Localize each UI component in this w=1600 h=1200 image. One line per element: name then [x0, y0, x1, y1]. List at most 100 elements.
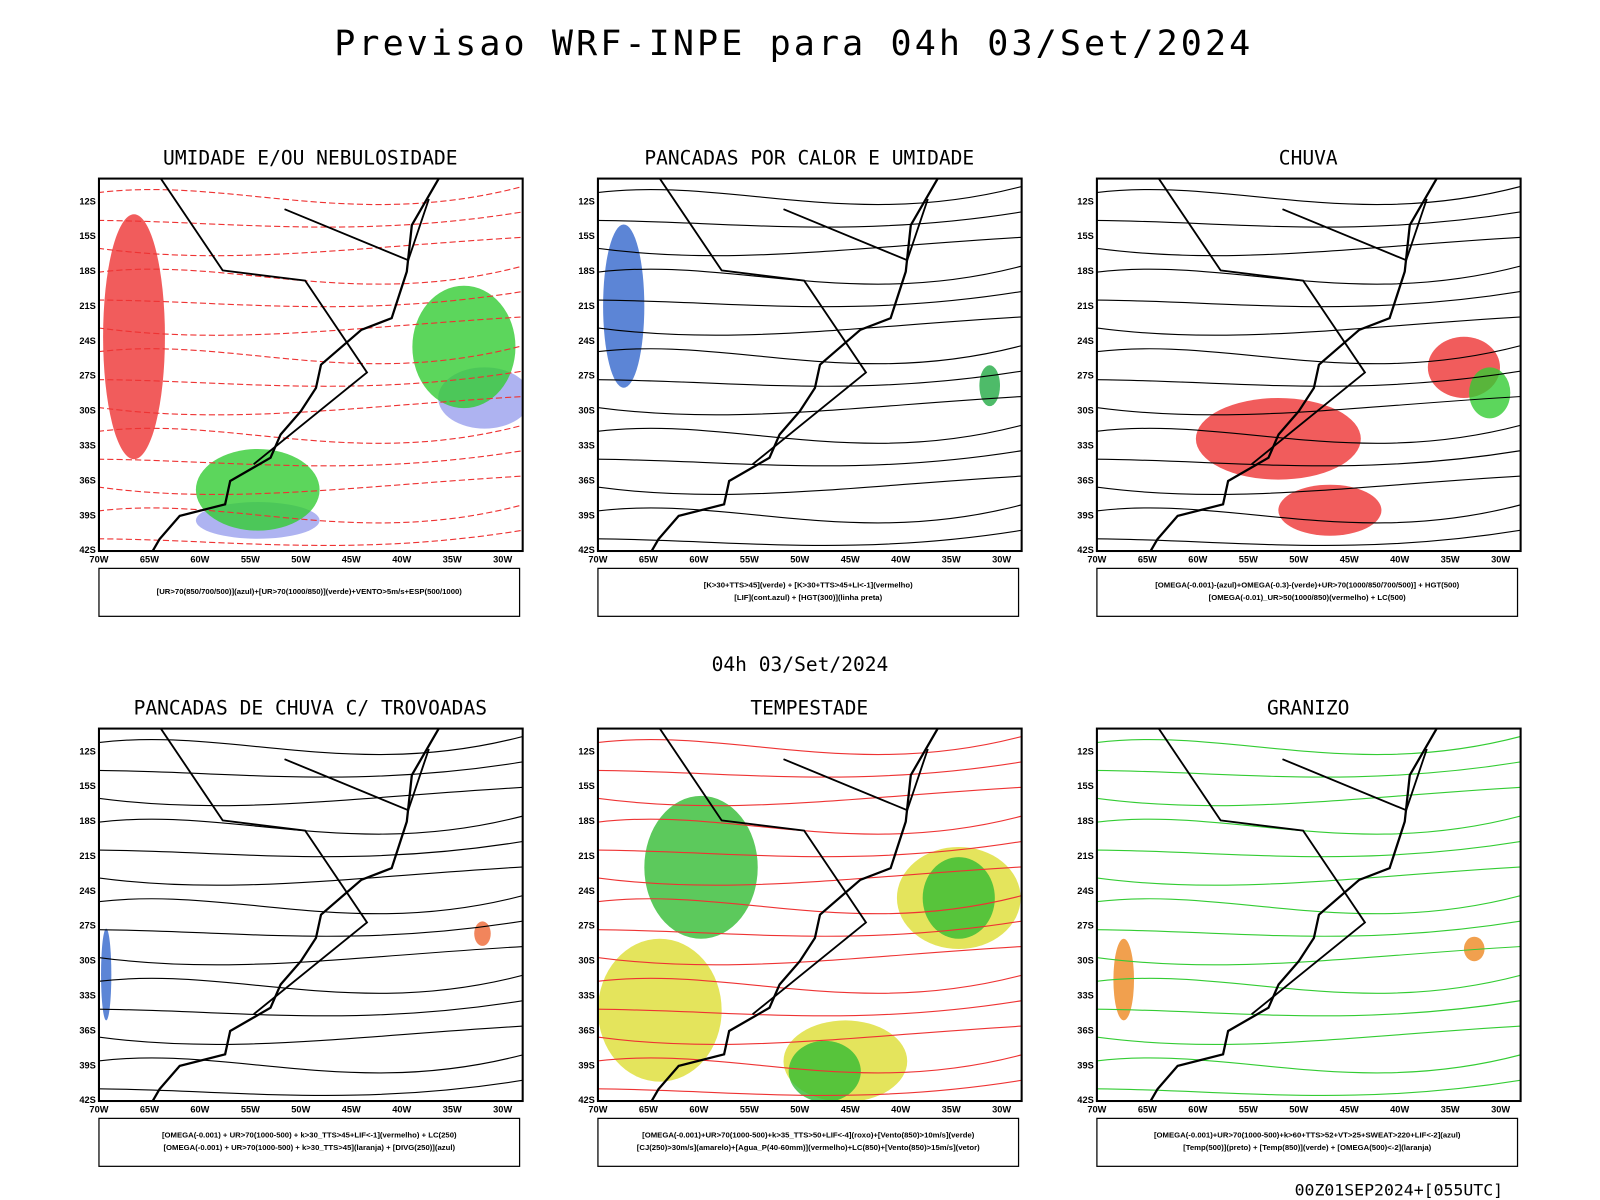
contour	[597, 211, 1022, 228]
contour	[1096, 395, 1521, 416]
contour	[597, 1079, 1022, 1096]
lat-label: 39S	[578, 510, 594, 520]
contour	[597, 1025, 1022, 1046]
lat-label: 24S	[79, 886, 95, 896]
contour	[98, 974, 523, 994]
lon-label: 70W	[1087, 1105, 1106, 1115]
contour	[597, 761, 1022, 778]
contour	[98, 894, 523, 915]
contour	[98, 424, 523, 444]
lat-label: 36S	[1077, 1025, 1093, 1035]
contour	[98, 1054, 523, 1074]
coastline	[151, 728, 441, 1102]
contour	[597, 290, 1022, 308]
lat-label: 39S	[79, 510, 95, 520]
coastline	[151, 178, 441, 552]
contour	[597, 920, 1022, 937]
lat-label: 27S	[79, 371, 95, 381]
lon-label: 65W	[639, 1105, 658, 1115]
lat-label: 39S	[79, 1060, 95, 1070]
legend-text: [UR>70(850/700/500)](azul)+[UR>70(1000/8…	[157, 587, 463, 596]
lat-label: 12S	[1077, 746, 1093, 756]
lat-label: 33S	[578, 991, 594, 1001]
legend-text: [CJ(250)>30m/s](amarelo)+[Agua_P(40-60mm…	[637, 1143, 980, 1152]
lon-label: 45W	[342, 1105, 361, 1115]
map-content	[1096, 728, 1521, 1102]
lat-label: 39S	[578, 1060, 594, 1070]
lat-label: 12S	[79, 196, 95, 206]
lon-label: 50W	[1289, 1105, 1308, 1115]
lon-label: 55W	[1239, 1105, 1258, 1115]
lat-label: 21S	[79, 851, 95, 861]
contour	[597, 1054, 1022, 1074]
lon-label: 70W	[89, 1105, 108, 1115]
contour	[597, 265, 1022, 285]
contour	[1096, 840, 1521, 858]
lat-label: 42S	[1077, 545, 1093, 555]
contour	[98, 920, 523, 937]
lat-label: 15S	[79, 231, 95, 241]
contour	[597, 316, 1022, 336]
lon-label: 50W	[291, 1105, 310, 1115]
lat-label: 30S	[578, 406, 594, 416]
border	[1157, 178, 1428, 465]
panel-title: UMIDADE E/OU NEBULOSIDADE	[163, 147, 458, 170]
map-frame	[1095, 727, 1522, 1103]
contour	[597, 475, 1022, 496]
contour	[1096, 1000, 1521, 1017]
map-content	[1096, 178, 1521, 552]
lon-label: 40W	[891, 555, 910, 565]
lat-label: 12S	[1077, 196, 1093, 206]
lat-label: 36S	[79, 475, 95, 485]
contour	[98, 761, 523, 778]
lat-label: 27S	[1077, 921, 1093, 931]
contour	[98, 529, 523, 546]
contour	[1096, 211, 1521, 228]
lat-label: 18S	[578, 266, 594, 276]
lon-label: 30W	[1491, 1105, 1510, 1115]
border	[659, 728, 929, 1015]
lon-label: 40W	[1390, 555, 1409, 565]
lon-label: 40W	[392, 555, 411, 565]
lon-label: 40W	[1390, 1105, 1409, 1115]
shaded-area	[195, 448, 320, 531]
lat-label: 42S	[578, 545, 594, 555]
legend-box	[1096, 567, 1519, 617]
shaded-area	[1469, 367, 1511, 419]
lat-label: 15S	[578, 231, 594, 241]
lat-label: 12S	[79, 746, 95, 756]
lat-label: 18S	[79, 816, 95, 826]
legend-text: [LIF](cont.azul) + [HGT(300)](linha pret…	[734, 593, 882, 602]
lon-label: 45W	[1340, 1105, 1359, 1115]
shaded-area	[1463, 936, 1485, 962]
map-content	[597, 178, 1022, 552]
subtitle: 04h 03/Set/2024	[712, 653, 889, 676]
lat-label: 27S	[578, 371, 594, 381]
contour	[98, 866, 523, 886]
lon-label: 60W	[1188, 555, 1207, 565]
panel-title: GRANIZO	[1267, 697, 1349, 720]
contour	[1096, 424, 1521, 444]
legend-text: [K>30+TTS>45](verde) + [K>30+TTS>45+LI<-…	[704, 581, 913, 590]
lon-label: 45W	[1340, 555, 1359, 565]
contour	[98, 395, 523, 416]
contour	[1096, 1054, 1521, 1074]
contour	[597, 504, 1022, 524]
contour	[1096, 529, 1521, 546]
map-panel: CHUVA 12S 15S 18S 21S 24S 27S 30S 33S 36S 39S 42S70…	[1077, 147, 1522, 617]
lat-label: 15S	[1077, 781, 1093, 791]
lat-label: 36S	[578, 475, 594, 485]
panel-title: TEMPESTADE	[750, 697, 868, 720]
contour	[98, 1000, 523, 1017]
shaded-area	[474, 921, 491, 946]
lon-label: 50W	[291, 555, 310, 565]
legend-box	[597, 1117, 1020, 1167]
lat-label: 36S	[1077, 475, 1093, 485]
map-frame	[596, 727, 1023, 1103]
lon-label: 50W	[790, 555, 809, 565]
panel-title: PANCADAS POR CALOR E UMIDADE	[644, 147, 974, 170]
lat-label: 21S	[578, 301, 594, 311]
contour	[1096, 1025, 1521, 1046]
lon-label: 35W	[942, 555, 961, 565]
map-content	[98, 178, 523, 552]
